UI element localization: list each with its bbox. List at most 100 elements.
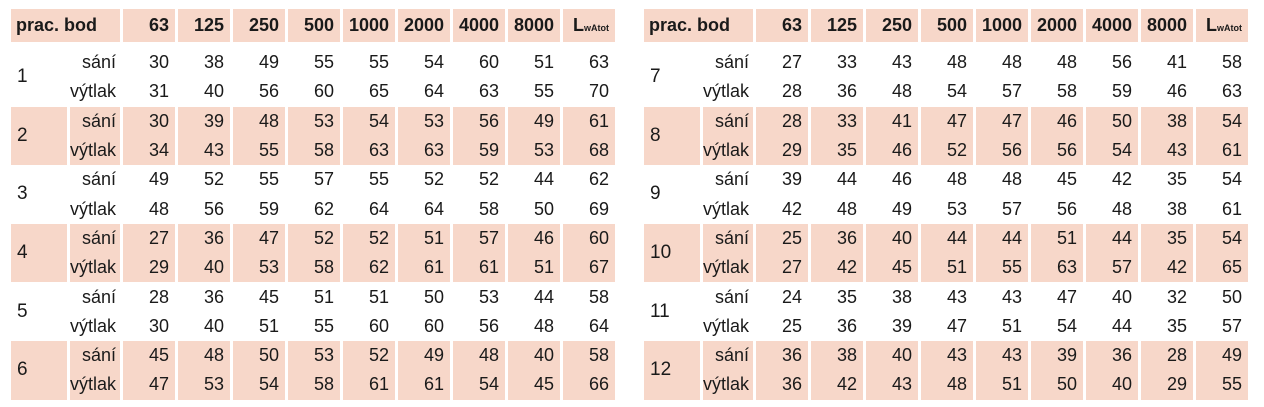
value-cell: 61: [398, 253, 451, 283]
discharge-label: výtlak: [703, 315, 750, 336]
value-cell: 36: [178, 223, 231, 254]
value-cell: 38: [1141, 106, 1194, 136]
value-cell: 33: [811, 106, 864, 136]
value-cell: 52: [288, 223, 341, 254]
point-number: 8: [644, 106, 700, 166]
value-cell: 61: [398, 370, 451, 400]
header-total-sub: wAtot: [1217, 23, 1243, 33]
header-frequency: 125: [178, 9, 231, 42]
header-frequency: 2000: [398, 9, 451, 42]
value-cell: 58: [288, 253, 341, 283]
value-cell: 67: [563, 253, 616, 283]
value-cell: 48: [453, 340, 506, 371]
value-cell: 62: [343, 253, 396, 283]
value-cell: 46: [508, 223, 561, 254]
suction-label: sání: [70, 223, 121, 254]
value-cell: 58: [288, 370, 341, 400]
value-cell: 44: [921, 223, 974, 254]
noise-table-right: prac. bod 63 125 250 500 1000 2000 4000 8000 LwAt…: [641, 9, 1251, 400]
value-cell: 48: [148, 198, 170, 219]
value-cell: 52: [203, 169, 225, 190]
header-total-sub: wAtot: [584, 23, 610, 33]
value-cell: 27: [123, 223, 176, 254]
discharge-row: výtlak 48 56 59 62 64 64 58 50 69: [11, 194, 615, 223]
point-group: 6 sání 45 48 50 53 52 49 48 40 58 výtlak 47 53 54 58 61 6…: [11, 340, 616, 400]
value-cell: 55: [1196, 370, 1249, 400]
value-cell: 52: [343, 223, 396, 254]
value-cell: 36: [756, 370, 809, 400]
point-group: 8 sání 28 33 41 47 47 46 50 38 54 výtlak 29 35 46 52 56 5…: [644, 106, 1249, 166]
value-cell: 48: [1056, 52, 1078, 73]
value-cell: 63: [1221, 81, 1243, 102]
header-row: prac. bod 63 125 250 500 1000 2000 4000 8000 LwAt…: [644, 9, 1249, 42]
value-cell: 40: [508, 340, 561, 371]
point-group: 7 sání 27 33 43 48 48 48 56 41 58 výtlak 28 36 48 54 57 5…: [644, 48, 1248, 107]
value-cell: 30: [123, 106, 176, 136]
value-cell: 52: [478, 169, 500, 190]
point-number: 10: [644, 223, 700, 283]
header-frequency: 63: [756, 9, 809, 42]
point-number: 4: [11, 223, 67, 283]
value-cell: 27: [781, 52, 803, 73]
header-total: LwAtot: [1196, 9, 1249, 42]
value-cell: 36: [203, 286, 225, 307]
discharge-label: výtlak: [70, 135, 121, 166]
value-cell: 49: [258, 52, 280, 73]
discharge-label: výtlak: [70, 370, 121, 400]
suction-row: 3 sání 49 52 55 57 55 52 52 44 62: [11, 165, 615, 204]
header-frequency: 8000: [508, 9, 561, 42]
value-cell: 51: [1031, 223, 1084, 254]
value-cell: 55: [313, 315, 335, 336]
value-cell: 54: [453, 370, 506, 400]
value-cell: 49: [398, 340, 451, 371]
value-cell: 44: [836, 169, 858, 190]
value-cell: 36: [836, 315, 858, 336]
point-group: 3 sání 49 52 55 57 55 52 52 44 62 výtlak 48 56 59 62 64 6…: [11, 165, 615, 224]
discharge-row: výtlak 34 43 55 58 63 63 59 53 68: [11, 135, 616, 166]
discharge-label: výtlak: [703, 253, 754, 283]
value-cell: 46: [866, 135, 919, 166]
value-cell: 56: [1056, 198, 1078, 219]
value-cell: 56: [1031, 135, 1084, 166]
discharge-row: výtlak 29 35 46 52 56 56 54 43 61: [644, 135, 1249, 166]
point-group: 9 sání 39 44 46 48 48 45 42 35 54 výtlak 42 48 49 53 57 5…: [644, 165, 1248, 224]
point-group: 10 sání 25 36 40 44 44 51 44 35 54 výtlak 27 42 45 51 55…: [644, 223, 1249, 283]
value-cell: 57: [1086, 253, 1139, 283]
value-cell: 43: [921, 340, 974, 371]
value-cell: 40: [203, 315, 225, 336]
value-cell: 58: [563, 340, 616, 371]
point-number: 11: [650, 300, 670, 322]
value-cell: 43: [866, 370, 919, 400]
value-cell: 57: [1221, 315, 1243, 336]
point-number: 1: [17, 66, 28, 88]
suction-label: sání: [70, 106, 121, 136]
value-cell: 45: [123, 340, 176, 371]
header-point: prac. bod: [11, 9, 121, 42]
value-cell: 51: [533, 52, 555, 73]
value-cell: 58: [1221, 52, 1243, 73]
value-cell: 36: [1086, 340, 1139, 371]
value-cell: 56: [1111, 52, 1133, 73]
value-cell: 54: [1196, 106, 1249, 136]
value-cell: 50: [423, 286, 445, 307]
suction-label: sání: [81, 286, 117, 307]
value-cell: 38: [891, 286, 913, 307]
discharge-row: výtlak 47 53 54 58 61 61 54 45 66: [11, 370, 616, 400]
discharge-row: výtlak 29 40 53 58 62 61 61 51 67: [11, 253, 616, 283]
value-cell: 36: [811, 223, 864, 254]
value-cell: 56: [976, 135, 1029, 166]
value-cell: 24: [781, 286, 803, 307]
value-cell: 52: [343, 340, 396, 371]
value-cell: 28: [781, 81, 803, 102]
value-cell: 57: [453, 223, 506, 254]
suction-row: 6 sání 45 48 50 53 52 49 48 40 58: [11, 340, 616, 400]
value-cell: 56: [478, 315, 500, 336]
value-cell: 65: [1196, 253, 1249, 283]
point-group: 5 sání 28 36 45 51 51 50 53 44 58 výtlak 30 40 51 55 60 6…: [11, 282, 615, 341]
value-cell: 42: [811, 370, 864, 400]
header-row: prac. bod 63 125 250 500 1000 2000 4000 8000 LwAt…: [11, 9, 616, 42]
value-cell: 43: [178, 135, 231, 166]
header-frequency: 4000: [1086, 9, 1139, 42]
point-group: 12 sání 36 38 40 43 43 39 36 28 49 výtlak 36 42 43 48 51…: [644, 340, 1249, 400]
value-cell: 48: [891, 81, 913, 102]
